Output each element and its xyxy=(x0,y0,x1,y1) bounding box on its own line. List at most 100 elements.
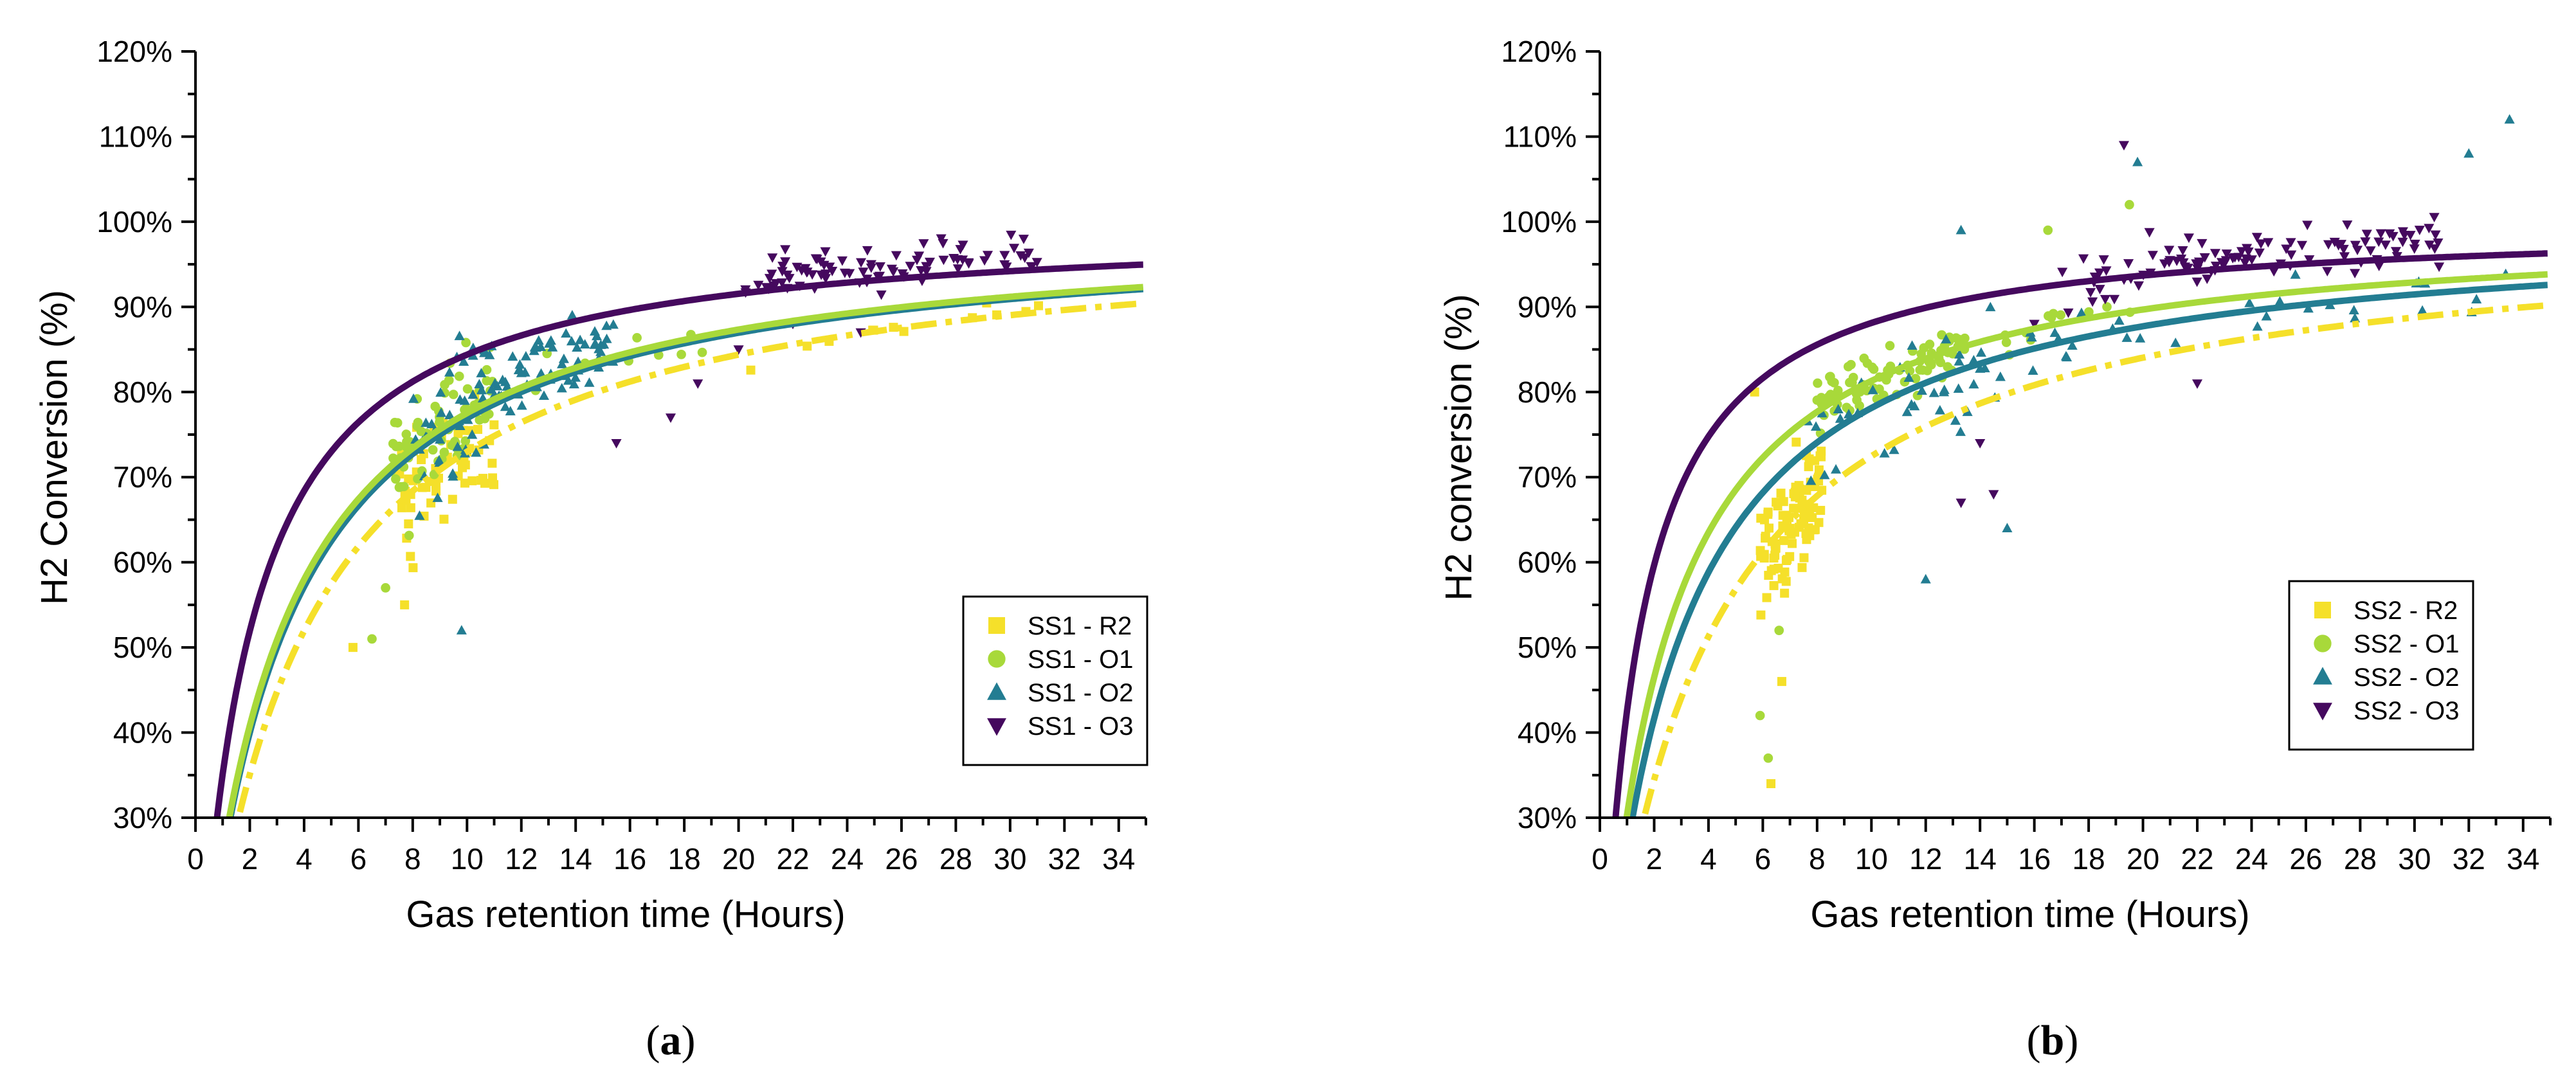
data-point-o1 xyxy=(1885,341,1895,351)
data-point-o2 xyxy=(2350,312,2361,323)
data-point-o3 xyxy=(2302,221,2313,231)
data-point-o2 xyxy=(476,384,487,395)
legend-label: SS1 - R2 xyxy=(1028,612,1132,640)
data-point-o2 xyxy=(584,377,595,387)
data-point-o1 xyxy=(1763,753,1773,763)
data-point-o1 xyxy=(448,390,458,399)
data-point-o2 xyxy=(1975,347,1986,357)
data-point-o1 xyxy=(461,338,471,348)
data-point-r2 xyxy=(489,420,499,429)
data-point-o3 xyxy=(876,290,887,300)
data-point-o3 xyxy=(2063,308,2074,318)
y-tick-label: 70% xyxy=(113,460,172,494)
data-point-o2 xyxy=(2049,327,2060,338)
data-point-r2 xyxy=(1814,518,1824,527)
data-point-o2 xyxy=(1954,349,1965,359)
x-tick-label: 18 xyxy=(2073,842,2105,876)
data-point-o2 xyxy=(1817,408,1828,418)
data-point-r2 xyxy=(408,563,418,573)
data-point-o1 xyxy=(402,437,412,447)
data-point-o2 xyxy=(589,339,600,349)
data-point-o1 xyxy=(391,474,401,484)
legend-marker-o2 xyxy=(987,682,1006,700)
legend-label: SS2 - O2 xyxy=(2354,663,2460,692)
data-point-o3 xyxy=(2430,230,2441,240)
data-point-r2 xyxy=(400,600,410,609)
legend-marker-o2 xyxy=(2313,667,2332,685)
data-point-o3 xyxy=(820,247,831,257)
data-point-o3 xyxy=(2183,233,2195,243)
data-point-r2 xyxy=(1789,489,1799,498)
data-point-o1 xyxy=(1919,343,1929,353)
data-point-o1 xyxy=(2048,309,2058,319)
data-point-o2 xyxy=(432,492,443,502)
data-point-o3 xyxy=(2118,141,2130,151)
data-point-o3 xyxy=(2236,247,2247,257)
data-point-r2 xyxy=(1756,514,1766,523)
data-point-o3 xyxy=(821,269,831,280)
data-point-o1 xyxy=(1817,393,1826,402)
data-point-o3 xyxy=(1009,244,1020,253)
x-tick-label: 30 xyxy=(2398,842,2431,876)
data-point-r2 xyxy=(1802,535,1811,544)
data-point-o3 xyxy=(1988,490,1999,500)
data-point-o2 xyxy=(1950,415,1961,425)
data-point-o2 xyxy=(1995,371,2006,381)
x-tick-label: 26 xyxy=(2289,842,2322,876)
data-point-o2 xyxy=(575,334,586,345)
data-point-o3 xyxy=(2100,294,2111,305)
data-point-o3 xyxy=(2350,269,2361,279)
legend-marker-o1 xyxy=(988,650,1006,668)
data-point-o1 xyxy=(428,445,438,455)
data-point-o1 xyxy=(1847,377,1857,388)
fit-curve-o2 xyxy=(1629,282,2548,818)
data-point-r2 xyxy=(1034,301,1044,310)
y-tick-label: 110% xyxy=(1503,120,1577,153)
data-point-o1 xyxy=(1910,374,1921,384)
data-point-o2 xyxy=(1928,387,1939,397)
data-point-o2 xyxy=(2471,294,2482,303)
data-point-o2 xyxy=(454,330,465,341)
data-point-o3 xyxy=(777,262,788,271)
data-point-o3 xyxy=(2057,267,2068,278)
data-point-o2 xyxy=(1879,447,1890,458)
data-point-o2 xyxy=(471,447,482,457)
data-point-o3 xyxy=(2375,229,2386,239)
data-point-o3 xyxy=(2286,250,2297,260)
x-tick-label: 8 xyxy=(1809,842,1826,876)
x-tick-label: 24 xyxy=(2235,842,2268,876)
data-point-o3 xyxy=(905,262,916,272)
data-point-o2 xyxy=(2026,332,2037,342)
data-point-o3 xyxy=(753,280,764,291)
data-point-o3 xyxy=(2094,285,2105,294)
data-point-r2 xyxy=(1797,562,1807,572)
data-point-o2 xyxy=(516,400,527,410)
data-point-o3 xyxy=(777,267,788,277)
data-point-r2 xyxy=(404,519,413,528)
data-point-r2 xyxy=(746,365,756,375)
y-tick-label: 100% xyxy=(96,205,172,239)
data-point-o3 xyxy=(733,345,744,355)
legend-label: SS1 - O3 xyxy=(1028,712,1134,741)
data-point-o3 xyxy=(1955,498,1966,509)
data-point-o2 xyxy=(2417,305,2428,315)
x-tick-label: 6 xyxy=(350,842,367,876)
chart-panel-a: 0 2 4 6 8 10 12 14 16 18 20 22 24 26 28 30 32 3430%40%50%… xyxy=(33,35,1148,1064)
data-point-o3 xyxy=(2405,231,2416,240)
data-point-o3 xyxy=(1019,253,1030,264)
data-point-r2 xyxy=(1769,580,1779,590)
data-point-o3 xyxy=(2182,264,2193,273)
data-point-o3 xyxy=(924,257,936,267)
data-point-o2 xyxy=(608,319,619,329)
data-point-o3 xyxy=(2029,320,2040,330)
data-point-o2 xyxy=(1903,372,1914,382)
data-point-o3 xyxy=(2251,233,2262,242)
x-tick-label: 16 xyxy=(2018,842,2051,876)
data-point-o3 xyxy=(2373,237,2384,248)
data-point-o2 xyxy=(538,390,549,400)
data-point-o2 xyxy=(568,379,579,389)
data-point-o1 xyxy=(1813,378,1822,388)
data-point-o3 xyxy=(2209,249,2221,258)
data-point-o3 xyxy=(2281,244,2292,255)
